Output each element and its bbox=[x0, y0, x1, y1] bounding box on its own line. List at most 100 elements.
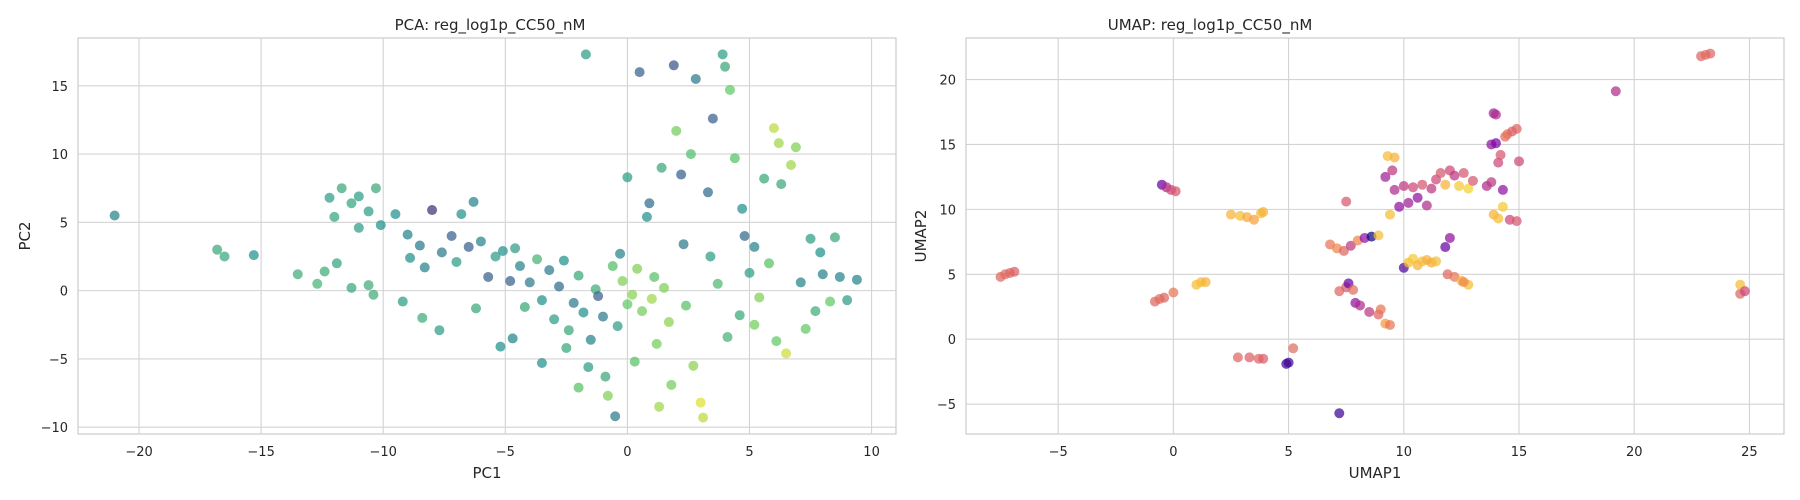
pca-data-point bbox=[668, 60, 679, 71]
pca-data-point bbox=[585, 334, 596, 345]
pca-data-point bbox=[825, 296, 836, 307]
pca-data-point bbox=[346, 198, 357, 209]
pca-data-point bbox=[497, 246, 508, 257]
pca-data-point bbox=[759, 173, 770, 184]
pca-data-point bbox=[629, 356, 640, 367]
pca-data-point bbox=[573, 270, 584, 281]
pca-x-tick-label: 10 bbox=[863, 445, 880, 460]
pca-data-point bbox=[549, 314, 560, 325]
pca-data-point bbox=[414, 240, 425, 251]
umap-data-point bbox=[1514, 156, 1525, 167]
umap-data-point bbox=[1463, 183, 1474, 194]
pca-data-point bbox=[292, 269, 303, 280]
umap-y-axis-label: UMAP2 bbox=[912, 210, 930, 263]
umap-data-point bbox=[1258, 353, 1269, 364]
pca-data-point bbox=[776, 179, 787, 190]
pca-data-point bbox=[510, 243, 521, 254]
umap-data-point bbox=[1373, 230, 1384, 241]
umap-data-point bbox=[1345, 240, 1356, 251]
umap-data-point bbox=[1258, 206, 1269, 217]
pca-data-point bbox=[402, 229, 413, 240]
pca-data-point bbox=[397, 296, 408, 307]
umap-data-point bbox=[1497, 184, 1508, 195]
pca-data-point bbox=[363, 280, 374, 291]
pca-data-point bbox=[463, 241, 474, 252]
pca-data-point bbox=[507, 333, 518, 344]
pca-data-point bbox=[607, 261, 618, 272]
pca-data-point bbox=[744, 267, 755, 278]
pca-data-point bbox=[688, 360, 699, 371]
pca-data-point bbox=[331, 258, 342, 269]
pca-data-point bbox=[773, 138, 784, 149]
umap-data-point bbox=[1497, 201, 1508, 212]
umap-data-point bbox=[1431, 256, 1442, 267]
umap-data-point bbox=[1511, 216, 1522, 227]
pca-data-point bbox=[737, 203, 748, 214]
pca-y-tick-label: 0 bbox=[60, 285, 68, 300]
umap-data-point bbox=[1200, 277, 1211, 288]
pca-data-point bbox=[800, 323, 811, 334]
pca-data-point bbox=[681, 300, 692, 311]
pca-data-point bbox=[536, 295, 547, 306]
pca-data-point bbox=[671, 125, 682, 136]
pca-data-point bbox=[651, 338, 662, 349]
pca-data-point bbox=[353, 222, 364, 233]
umap-y-tick-label: 10 bbox=[939, 203, 956, 218]
pca-data-point bbox=[446, 231, 457, 241]
umap-data-point bbox=[1449, 170, 1460, 181]
umap-x-ticks: −5 0 5 10 15 20 25 bbox=[1049, 445, 1758, 460]
pca-data-point bbox=[583, 362, 594, 373]
pca-x-axis-label: PC1 bbox=[472, 464, 501, 482]
umap-grid bbox=[966, 38, 1784, 434]
pca-data-point bbox=[544, 265, 555, 276]
pca-data-point bbox=[698, 412, 709, 423]
pca-data-point bbox=[417, 312, 428, 323]
umap-data-point bbox=[1739, 286, 1750, 297]
pca-data-point bbox=[729, 153, 740, 164]
pca-data-point bbox=[558, 255, 569, 266]
pca-data-point bbox=[368, 289, 379, 300]
umap-title: UMAP: reg_log1p_CC50_nM bbox=[1108, 16, 1313, 35]
umap-y-tick-label: 20 bbox=[939, 74, 956, 89]
pca-data-point bbox=[705, 251, 716, 262]
pca-y-tick-label: 10 bbox=[51, 148, 68, 163]
pca-data-point bbox=[490, 251, 501, 262]
pca-x-tick-label: 0 bbox=[623, 445, 631, 460]
pca-data-point bbox=[615, 248, 626, 259]
pca-data-point bbox=[456, 209, 467, 220]
pca-data-point bbox=[622, 299, 633, 310]
pca-x-tick-label: −15 bbox=[247, 445, 274, 460]
umap-data-point bbox=[1412, 192, 1423, 203]
umap-y-ticks: −5 0 5 10 15 20 bbox=[937, 74, 956, 414]
pca-data-point bbox=[602, 390, 613, 401]
pca-data-point bbox=[641, 211, 652, 222]
pca-data-point bbox=[109, 210, 120, 221]
umap-y-tick-label: 0 bbox=[948, 333, 956, 348]
pca-data-point bbox=[676, 169, 687, 180]
pca-data-point bbox=[568, 297, 579, 308]
pca-data-point bbox=[834, 271, 845, 282]
pca-data-point bbox=[336, 183, 347, 194]
pca-x-tick-label: −5 bbox=[496, 445, 515, 460]
umap-y-tick-label: 5 bbox=[948, 268, 956, 283]
pca-data-point bbox=[436, 247, 447, 258]
umap-data-point bbox=[1705, 48, 1716, 59]
pca-y-tick-label: 15 bbox=[51, 80, 68, 95]
pca-data-point bbox=[627, 289, 638, 300]
pca-data-point bbox=[712, 278, 723, 289]
pca-data-point bbox=[768, 123, 779, 134]
pca-data-point bbox=[722, 332, 733, 343]
pca-data-point bbox=[720, 61, 731, 72]
pca-data-point bbox=[471, 303, 482, 314]
pca-data-point bbox=[419, 262, 430, 273]
pca-data-point bbox=[346, 282, 357, 293]
umap-x-tick-label: 0 bbox=[1169, 445, 1177, 460]
pca-title: PCA: reg_log1p_CC50_nM bbox=[395, 16, 586, 35]
pca-data-point bbox=[771, 336, 782, 347]
pca-data-point bbox=[817, 269, 828, 280]
pca-y-tick-label: −5 bbox=[49, 353, 68, 368]
pca-points bbox=[109, 49, 862, 423]
pca-data-point bbox=[561, 342, 572, 353]
pca-data-point bbox=[573, 382, 584, 393]
pca-data-point bbox=[612, 321, 623, 332]
